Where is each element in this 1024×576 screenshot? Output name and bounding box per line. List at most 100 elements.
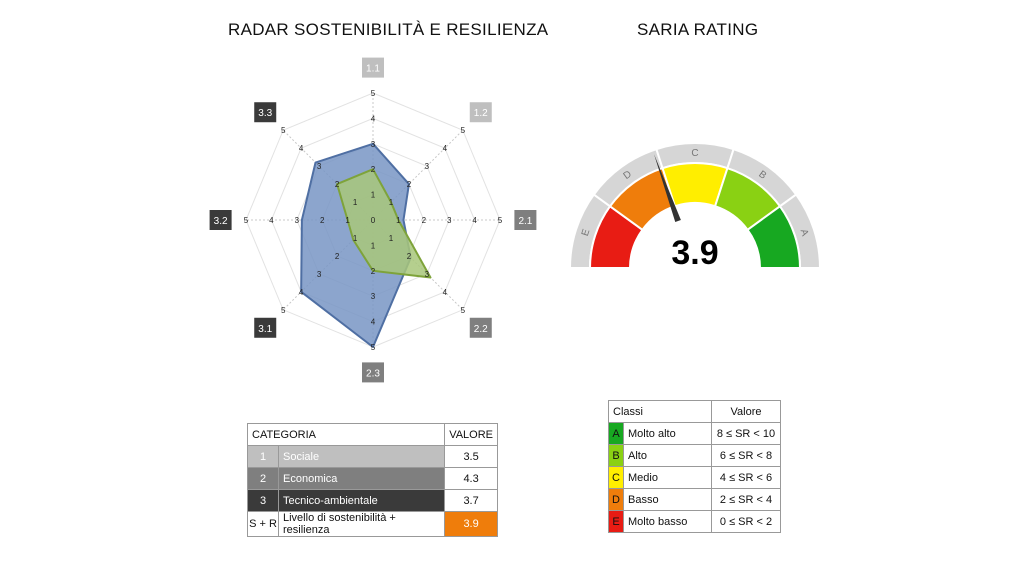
radar-tick-label: 3 — [295, 216, 300, 225]
radar-axis-label: 2.1 — [518, 216, 532, 227]
radar-tick-label: 2 — [407, 180, 412, 189]
radar-tick-label: 2 — [335, 180, 340, 189]
radar-tick-label: 1 — [389, 198, 394, 207]
radar-tick-label: 2 — [371, 165, 376, 174]
class-name: Alto — [623, 444, 712, 467]
category-name: Tecnico-ambientale — [277, 489, 446, 512]
radar-tick-label: 2 — [320, 216, 325, 225]
class-name: Basso — [623, 488, 712, 511]
category-name: Economica — [277, 467, 446, 490]
gauge-band-label: A — [798, 228, 811, 238]
radar-tick-label: 2 — [407, 252, 412, 261]
radar-tick-label: 5 — [281, 126, 286, 135]
gauge-band-label: C — [691, 148, 698, 159]
category-number: 2 — [247, 467, 279, 490]
class-letter: A — [608, 422, 624, 445]
radar-tick-label: 3 — [317, 270, 322, 279]
class-row: C Medio 4 ≤ SR < 6 — [608, 466, 781, 489]
category-row: 3 Tecnico-ambientale 3.7 — [247, 489, 498, 512]
class-letter: B — [608, 444, 624, 467]
radar-axis-box — [469, 102, 492, 123]
category-header: CATEGORIA — [246, 423, 446, 446]
radar-axis-label: 1.1 — [366, 64, 380, 75]
radar-tick-label: 2 — [371, 267, 376, 276]
class-name: Medio — [623, 466, 712, 489]
class-range: 8 ≤ SR < 10 — [711, 422, 781, 445]
radar-tick-label: 5 — [461, 126, 466, 135]
class-name: Molto alto — [623, 422, 712, 445]
radar-tick-label: 3 — [425, 162, 430, 171]
radar-tick-label: 3 — [371, 292, 376, 301]
radar-tick-label: 2 — [422, 216, 427, 225]
radar-tick-label: 3 — [447, 216, 452, 225]
value-header: VALORE — [444, 423, 498, 446]
radar-tick-label: 4 — [443, 288, 448, 297]
radar-axis-box — [209, 210, 232, 230]
category-name: Sociale — [277, 445, 446, 468]
category-number: 3 — [247, 489, 279, 512]
radar-axis-label: 2.3 — [366, 368, 380, 379]
class-table: Classi Valore A Molto alto 8 ≤ SR < 10 B… — [608, 400, 781, 533]
category-row: 2 Economica 4.3 — [247, 467, 498, 490]
gauge-band-a — [746, 204, 802, 269]
category-number: 1 — [247, 445, 279, 468]
gauge-needle — [654, 154, 681, 222]
range-header: Valore — [711, 400, 781, 423]
radar-axis-label: 3.2 — [214, 216, 228, 227]
radar-tick-label: 3 — [425, 270, 430, 279]
class-row: B Alto 6 ≤ SR < 8 — [608, 444, 781, 467]
class-letter: D — [608, 488, 624, 511]
radar-tick-label: 4 — [443, 144, 448, 153]
class-range: 4 ≤ SR < 6 — [711, 466, 781, 489]
category-table: CATEGORIA VALORE 1 Sociale 3.5 2 Economi… — [246, 423, 498, 537]
class-range: 0 ≤ SR < 2 — [711, 510, 781, 533]
radar-axis-box — [362, 362, 384, 383]
radar-tick-label: 4 — [299, 144, 304, 153]
category-value: 3.7 — [444, 489, 498, 512]
radar-axis-label: 1.2 — [474, 108, 488, 119]
category-row: 1 Sociale 3.5 — [247, 445, 498, 468]
classes-header: Classi — [608, 400, 712, 423]
radar-axis-label: 3.1 — [258, 324, 272, 335]
radar-tick-label: 2 — [335, 252, 340, 261]
radar-tick-label: 1 — [371, 241, 376, 250]
radar-tick-label: 1 — [353, 234, 358, 243]
radar-tick-label: 5 — [371, 89, 376, 98]
radar-axis-label: 2.2 — [474, 324, 488, 335]
gauge-value: 3.9 — [671, 234, 718, 272]
category-value: 3.5 — [444, 445, 498, 468]
class-letter: E — [608, 510, 624, 533]
class-name: Molto basso — [623, 510, 712, 533]
radar-tick-label: 3 — [371, 140, 376, 149]
radar-title: RADAR SOSTENIBILITÀ E RESILIENZA — [228, 20, 549, 39]
radar-tick-label: 1 — [353, 198, 358, 207]
class-row: A Molto alto 8 ≤ SR < 10 — [608, 422, 781, 445]
radar-tick-label: 4 — [472, 216, 477, 225]
class-letter: C — [608, 466, 624, 489]
radar-tick-label: 5 — [281, 306, 286, 315]
radar-tick-label: 5 — [244, 216, 249, 225]
radar-axis-box — [362, 57, 384, 78]
radar-axis-box — [469, 317, 492, 338]
radar-tick-label: 5 — [498, 216, 503, 225]
radar-tick-label: 3 — [317, 162, 322, 171]
radar-axis-label: 3.3 — [258, 108, 272, 119]
category-table-header: CATEGORIA VALORE — [246, 423, 498, 446]
radar-tick-label: 1 — [396, 216, 401, 225]
radar-tick-label: 5 — [461, 306, 466, 315]
radar-tick-label: 4 — [269, 216, 274, 225]
radar-axis-box — [254, 102, 277, 123]
radar-tick-label: 0 — [371, 216, 376, 225]
category-value: 4.3 — [444, 467, 498, 490]
radar-tick-label: 4 — [371, 318, 376, 327]
class-range: 2 ≤ SR < 4 — [711, 488, 781, 511]
radar-tick-label: 1 — [345, 216, 350, 225]
class-row: E Molto basso 0 ≤ SR < 2 — [608, 510, 781, 533]
radar-series-2 — [336, 168, 432, 279]
gauge-title: SARIA RATING — [637, 20, 759, 39]
total-name: Livello di sostenibilità + resilienza — [277, 511, 446, 537]
total-row: S + R Livello di sostenibilità + resilie… — [247, 511, 498, 537]
radar-tick-label: 1 — [371, 191, 376, 200]
